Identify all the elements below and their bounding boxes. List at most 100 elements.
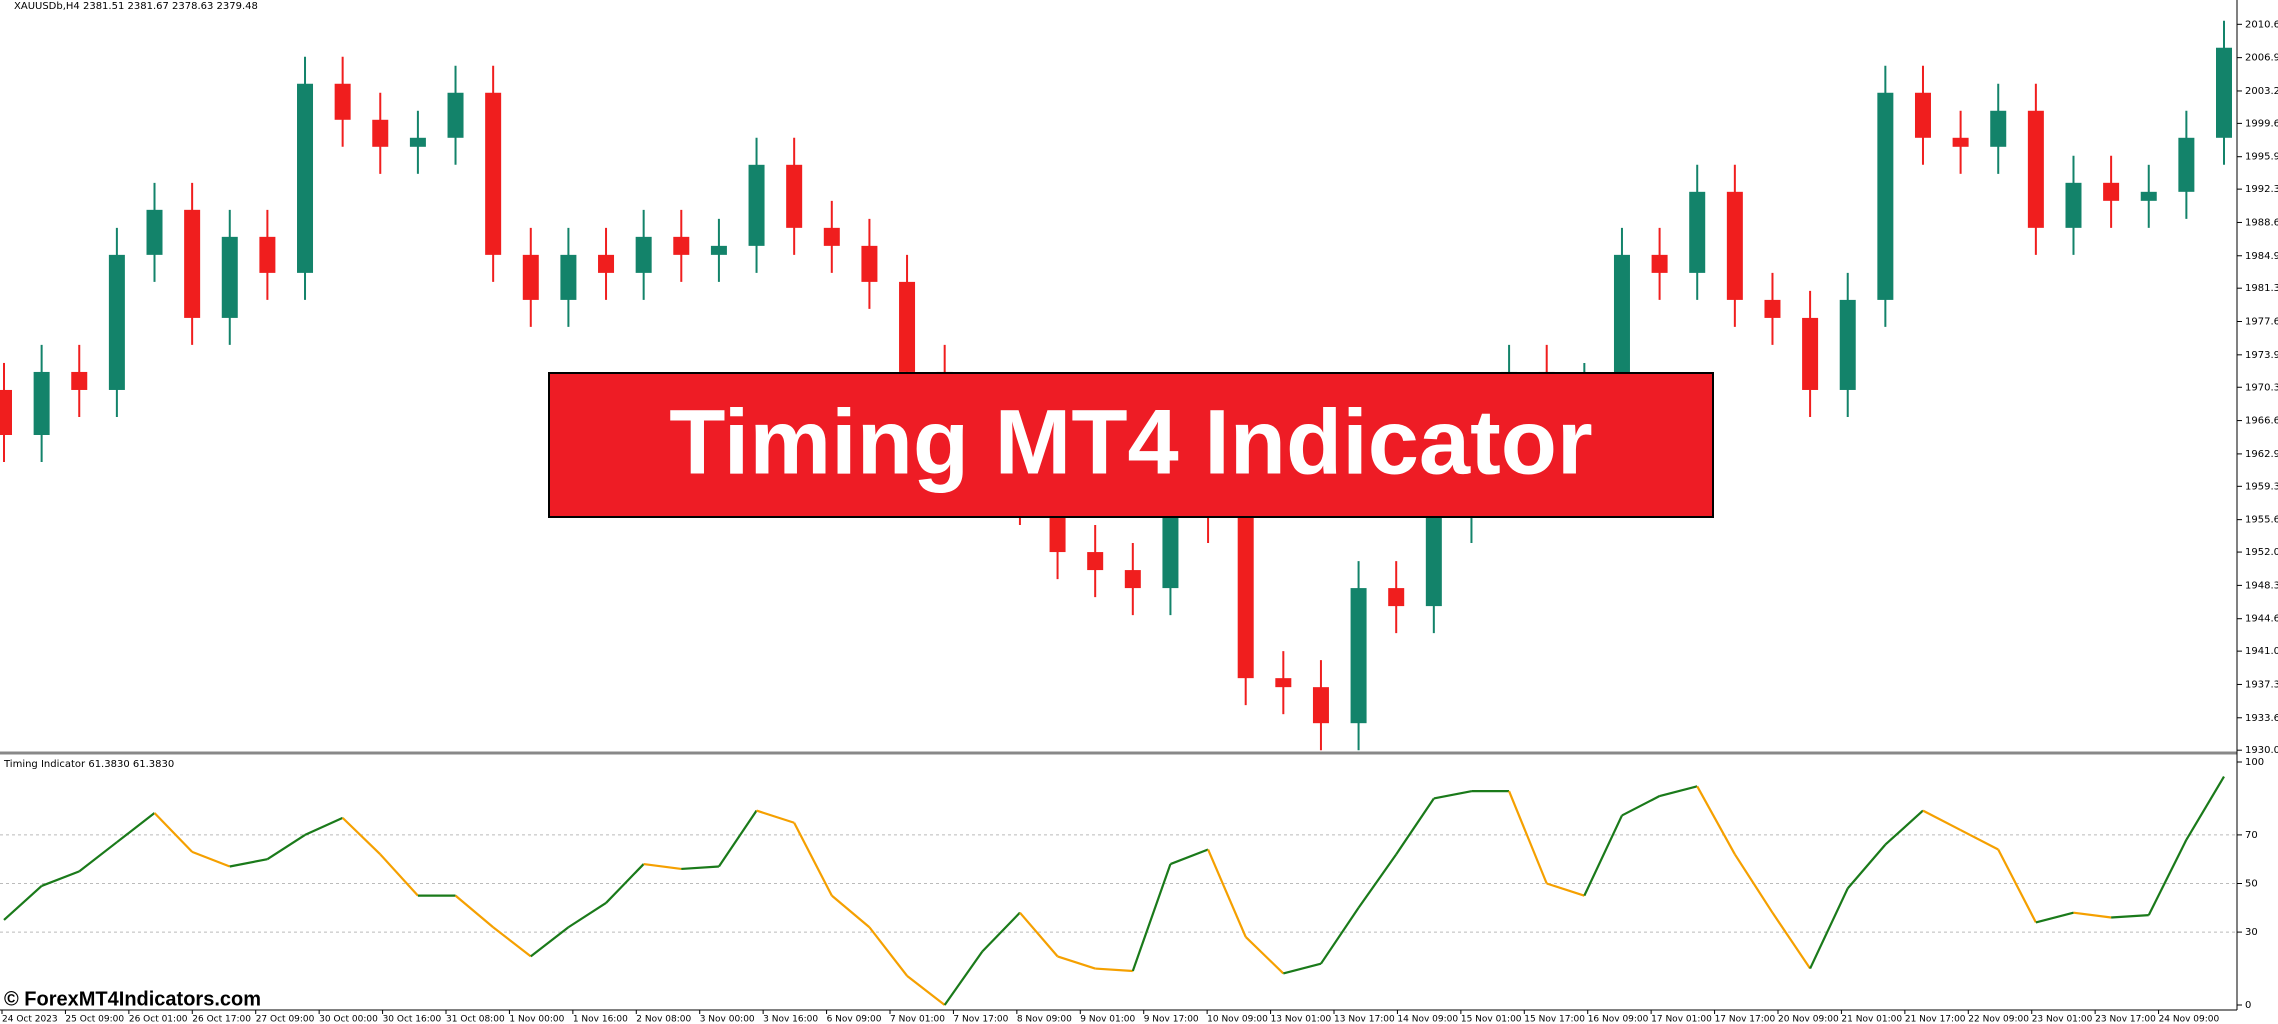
indicator-segment bbox=[718, 809, 758, 868]
indicator-segment bbox=[3, 885, 43, 921]
indicator-segment bbox=[116, 812, 156, 844]
y-tick-label: 1952.00 bbox=[2245, 547, 2278, 558]
x-tick-label: 7 Nov 01:00 bbox=[890, 1015, 945, 1024]
y-tick-label: 1933.60 bbox=[2245, 713, 2278, 724]
candle-body bbox=[2027, 110, 2044, 228]
indicator-segment bbox=[1095, 967, 1133, 973]
indicator-segment bbox=[2185, 776, 2225, 841]
y-tick-label: 1962.90 bbox=[2245, 449, 2278, 460]
candle-body bbox=[673, 236, 690, 255]
y-tick-label: 2006.90 bbox=[2245, 53, 2278, 64]
x-tick-label: 9 Nov 01:00 bbox=[1080, 1015, 1135, 1024]
x-tick-label: 1 Nov 16:00 bbox=[573, 1015, 628, 1024]
candle-body bbox=[560, 254, 577, 300]
candle-body bbox=[1350, 588, 1367, 724]
candle-body bbox=[1952, 137, 1969, 147]
indicator-segment bbox=[981, 911, 1021, 953]
candle-body bbox=[372, 119, 389, 147]
y-tick-label: 50 bbox=[2245, 879, 2258, 890]
y-tick-label: 1937.30 bbox=[2245, 679, 2278, 690]
y-tick-label: 1959.30 bbox=[2245, 481, 2278, 492]
candle-body bbox=[598, 254, 615, 273]
candle-body bbox=[2065, 182, 2082, 228]
x-tick-label: 7 Nov 17:00 bbox=[953, 1015, 1008, 1024]
y-tick-label: 30 bbox=[2245, 927, 2258, 938]
candle-body bbox=[1689, 191, 1706, 273]
chart-title: XAUUSDb,H4 2381.51 2381.67 2378.63 2379.… bbox=[14, 1, 258, 12]
indicator-segment bbox=[304, 816, 344, 836]
indicator-segment bbox=[1997, 848, 2037, 923]
y-tick-label: 1941.00 bbox=[2245, 646, 2278, 657]
x-tick-label: 26 Oct 01:00 bbox=[129, 1015, 188, 1024]
y-tick-label: 2010.60 bbox=[2245, 19, 2278, 30]
indicator-segment bbox=[2035, 911, 2074, 924]
candle-body bbox=[748, 164, 765, 246]
x-tick-label: 24 Oct 2023 bbox=[2, 1015, 58, 1024]
indicator-segment bbox=[379, 853, 419, 897]
y-tick-label: 1988.60 bbox=[2245, 217, 2278, 228]
x-tick-label: 24 Nov 09:00 bbox=[2159, 1015, 2220, 1024]
x-tick-label: 17 Nov 17:00 bbox=[1715, 1015, 1776, 1024]
candle-body bbox=[1124, 570, 1141, 589]
candle-body bbox=[1237, 516, 1254, 679]
x-tick-label: 21 Nov 17:00 bbox=[1905, 1015, 1966, 1024]
indicator-segment bbox=[1809, 887, 1849, 970]
candle-body bbox=[1613, 254, 1630, 390]
y-tick-label: 100 bbox=[2245, 757, 2264, 768]
indicator-segment bbox=[1320, 907, 1360, 965]
indicator-segment bbox=[1433, 790, 1472, 800]
candle-body bbox=[1275, 678, 1292, 688]
candle-body bbox=[108, 254, 125, 390]
x-tick-label: 3 Nov 00:00 bbox=[700, 1015, 755, 1024]
y-tick-label: 1984.90 bbox=[2245, 251, 2278, 262]
watermark: © ForexMT4Indicators.com bbox=[4, 988, 261, 1010]
indicator-segment bbox=[1207, 849, 1247, 938]
indicator-segment bbox=[1733, 853, 1774, 914]
indicator-segment bbox=[2111, 913, 2149, 919]
indicator-segment bbox=[1131, 863, 1172, 972]
indicator-segment bbox=[1019, 911, 1059, 958]
indicator-segment bbox=[1283, 962, 1322, 975]
indicator-segment bbox=[756, 809, 795, 824]
indicator-segment bbox=[643, 862, 682, 871]
indicator-segment bbox=[1884, 809, 1924, 846]
candle-body bbox=[1425, 516, 1442, 607]
x-tick-label: 30 Oct 16:00 bbox=[383, 1015, 442, 1024]
x-tick-label: 17 Nov 01:00 bbox=[1651, 1015, 1712, 1024]
candle-body bbox=[409, 137, 426, 147]
indicator-segment bbox=[831, 894, 871, 929]
x-tick-label: 6 Nov 09:00 bbox=[827, 1015, 882, 1024]
x-tick-label: 25 Oct 09:00 bbox=[65, 1015, 124, 1024]
indicator-segment bbox=[868, 926, 908, 977]
x-tick-label: 30 Oct 00:00 bbox=[319, 1015, 378, 1024]
banner-box bbox=[548, 372, 1714, 518]
candle-body bbox=[485, 92, 502, 255]
y-tick-label: 2003.20 bbox=[2245, 86, 2278, 97]
candle-body bbox=[259, 236, 276, 273]
candle-body bbox=[2216, 47, 2232, 138]
indicator-segment bbox=[906, 974, 946, 1006]
candle-body bbox=[146, 209, 163, 255]
indicator-segment bbox=[153, 812, 193, 853]
candle-body bbox=[2178, 137, 2195, 192]
candle-body bbox=[2103, 182, 2120, 201]
x-tick-label: 23 Nov 17:00 bbox=[2095, 1015, 2156, 1024]
candle-body bbox=[221, 236, 238, 318]
indicator-segment bbox=[1696, 785, 1736, 855]
indicator-segment bbox=[1357, 853, 1398, 909]
candle-body bbox=[635, 236, 652, 273]
y-tick-label: 1977.60 bbox=[2245, 317, 2278, 328]
candle-body bbox=[297, 83, 314, 273]
indicator-segment bbox=[78, 841, 118, 873]
candle-body bbox=[786, 164, 803, 228]
indicator-segment bbox=[1583, 814, 1623, 897]
candle-body bbox=[1802, 317, 1819, 390]
indicator-segment bbox=[1659, 785, 1698, 798]
y-tick-label: 1981.30 bbox=[2245, 283, 2278, 294]
candle-body bbox=[1764, 299, 1781, 318]
x-tick-label: 14 Nov 09:00 bbox=[1397, 1015, 1458, 1024]
indicator-segment bbox=[605, 863, 645, 904]
indicator-segment bbox=[681, 865, 719, 871]
candle-body bbox=[1990, 110, 2007, 147]
